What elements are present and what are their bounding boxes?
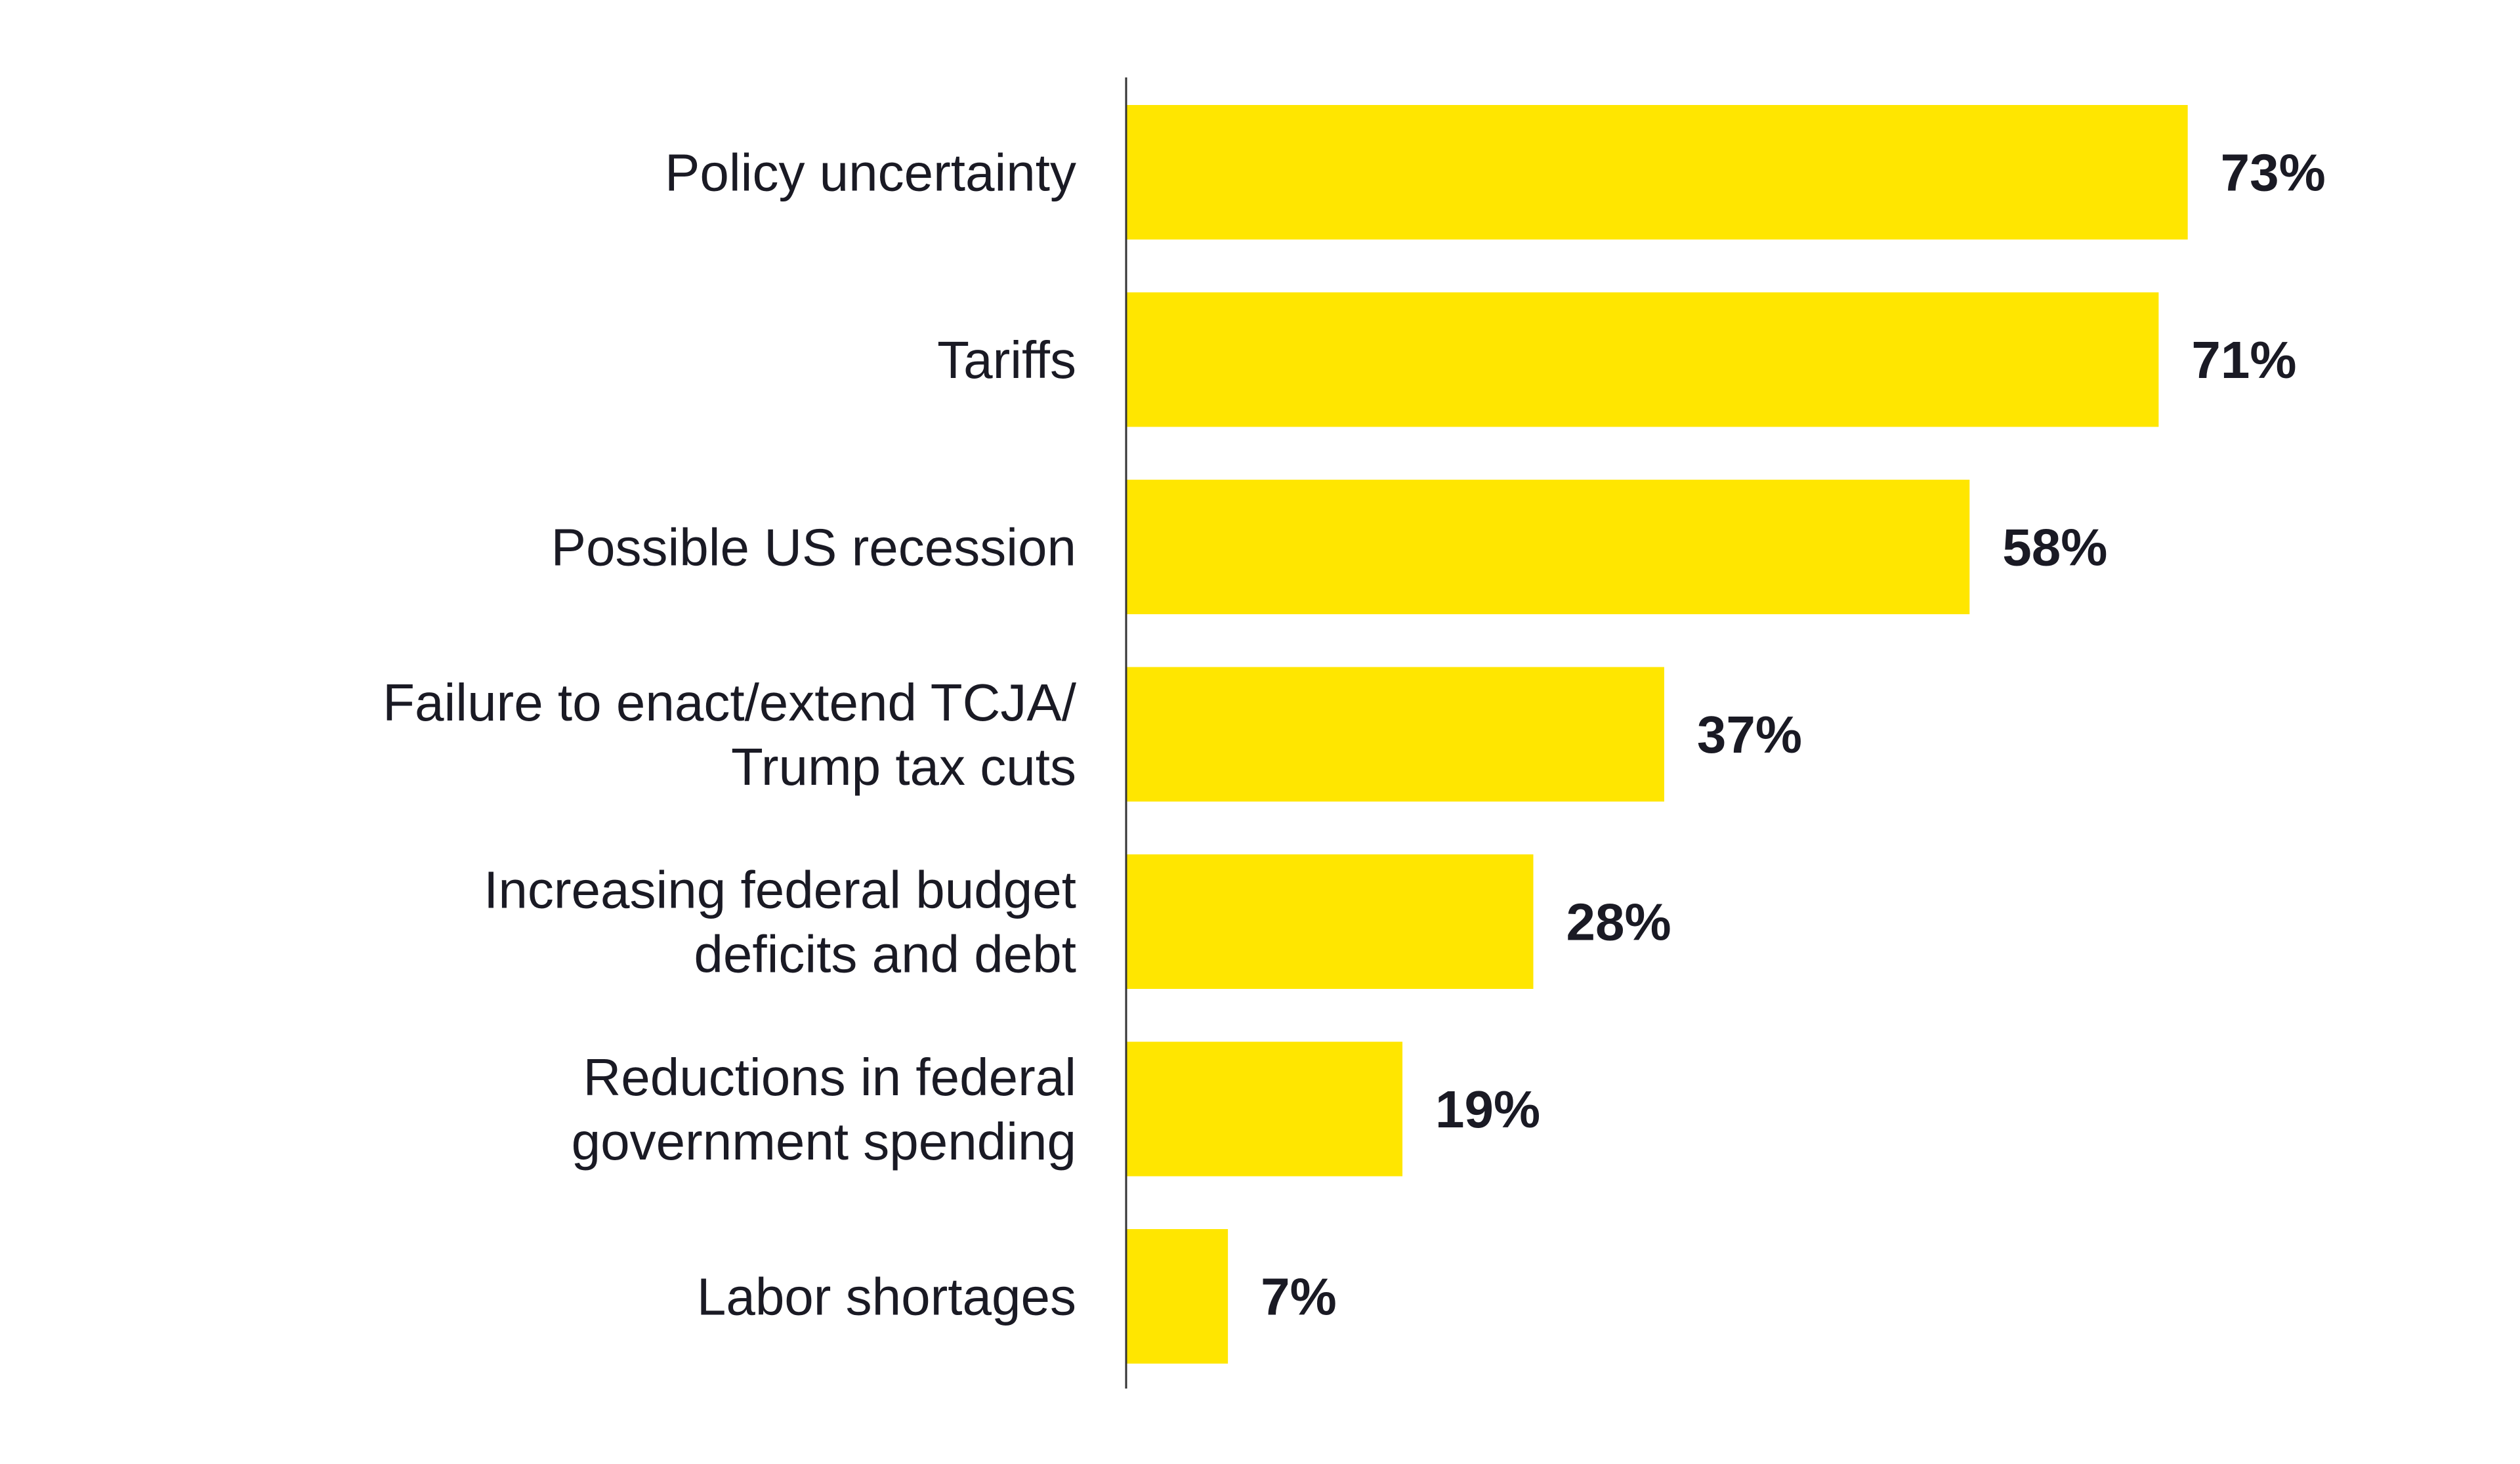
bar — [1126, 667, 1664, 802]
category-label: deficits and debt — [694, 925, 1076, 984]
value-label: 73% — [2221, 144, 2326, 202]
value-label: 28% — [1566, 893, 1671, 952]
bar — [1126, 1041, 1403, 1177]
category-label: Tariffs — [937, 331, 1076, 389]
category-label: Possible US recession — [551, 518, 1076, 577]
bar — [1126, 480, 1970, 614]
bar — [1126, 105, 2188, 240]
bar — [1126, 292, 2159, 427]
category-label: Reductions in federal — [583, 1048, 1076, 1106]
bar — [1126, 854, 1534, 989]
category-label: government spending — [572, 1112, 1076, 1171]
value-label: 58% — [2002, 518, 2107, 577]
bar — [1126, 1229, 1228, 1364]
value-label: 19% — [1435, 1080, 1540, 1139]
category-label: Failure to enact/extend TCJA/ — [383, 673, 1077, 732]
category-label: Increasing federal budget — [484, 861, 1076, 919]
value-label: 37% — [1697, 705, 1802, 764]
category-label: Labor shortages — [697, 1268, 1076, 1326]
value-label: 7% — [1261, 1268, 1337, 1326]
value-label: 71% — [2191, 331, 2296, 389]
category-label: Policy uncertainty — [665, 144, 1076, 202]
category-label: Trump tax cuts — [731, 738, 1076, 796]
